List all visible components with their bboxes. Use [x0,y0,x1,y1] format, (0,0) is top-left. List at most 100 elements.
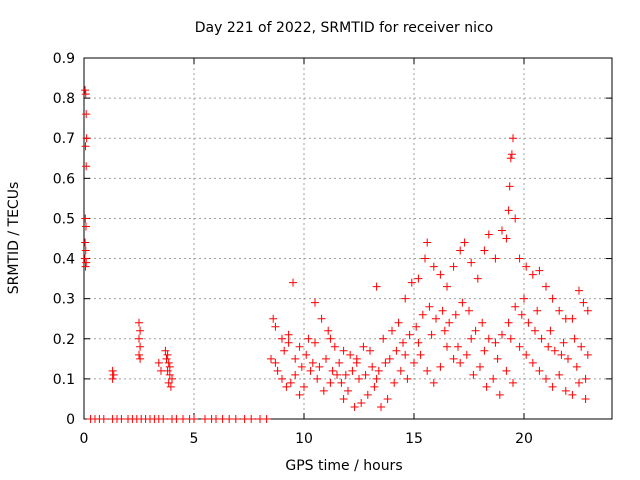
data-point [326,334,335,343]
data-point [495,390,504,399]
y-tick-label: 0.1 [53,372,75,388]
data-point [136,326,145,335]
data-point [166,382,175,391]
y-tick-labels: 0 0.1 0.2 0.3 0.4 0.5 0.6 0.7 0.8 0.9 [53,51,75,428]
data-point [333,370,341,379]
x-tick-label: 5 [190,431,199,447]
data-point [493,354,502,363]
data-point [583,306,592,315]
data-point [577,342,586,351]
data-point [401,294,410,303]
data-point [421,254,429,263]
x-tick-labels: 0 5 10 15 20 [80,431,533,447]
data-point [484,230,493,239]
data-point [82,162,91,171]
y-tick-label: 0.5 [53,211,75,227]
data-point [396,366,405,375]
data-point [267,354,275,363]
data-point [390,378,399,387]
data-point [108,366,117,375]
data-point [542,374,550,383]
data-point [438,306,447,315]
data-point [370,382,379,391]
data-point [427,330,436,339]
data-point [478,318,487,327]
data-points [80,86,592,423]
data-point [135,334,143,343]
data-point [531,326,539,335]
data-point [564,354,572,363]
data-point [449,354,458,363]
y-tick-label: 0.7 [53,131,75,147]
data-point [570,334,579,343]
data-point [476,362,484,371]
data-point [506,154,515,163]
data-point [80,254,89,263]
data-point [489,374,498,383]
plot-frame [83,57,613,420]
data-point [454,342,462,351]
x-tick-label: 10 [295,431,313,447]
data-point [304,334,313,343]
data-point [163,366,172,375]
data-point [456,246,465,255]
data-point [572,362,581,371]
data-point [372,374,381,383]
data-point [557,350,566,359]
data-point [445,318,454,327]
data-point [403,374,412,383]
data-point [429,262,438,271]
data-point [473,274,482,283]
data-point [550,346,559,355]
data-point [313,374,322,383]
x-tick-label: 0 [80,431,89,447]
data-point [535,366,544,375]
data-point [440,326,449,335]
data-point [449,262,458,271]
data-point [555,370,564,379]
data-point [317,314,326,323]
data-point [280,346,289,355]
data-point [284,330,293,339]
data-point [346,350,355,359]
data-point [507,150,516,159]
data-point [81,142,90,151]
data-point [575,286,583,295]
data-point [311,298,319,307]
y-tick-label: 0.2 [53,332,75,348]
data-point [546,326,555,335]
data-point [451,310,460,319]
data-point [286,378,295,387]
data-point [511,214,520,223]
data-point [308,358,317,367]
data-point [262,415,271,423]
data-point [392,346,401,355]
data-point [399,338,407,347]
data-point [81,86,90,95]
data-point [136,342,145,351]
data-point [544,342,553,351]
data-point [319,386,328,395]
data-point [515,342,524,351]
data-point [81,246,90,255]
data-point [469,370,478,379]
data-point [168,374,176,383]
data-point [81,238,90,247]
data-point [524,318,533,327]
data-point [81,214,90,223]
data-point [300,382,308,391]
data-point [522,262,531,271]
data-point [517,310,526,319]
data-point [425,302,434,311]
data-point [282,382,291,391]
data-point [381,358,390,367]
y-tick-label: 0.6 [53,171,75,187]
data-point [108,374,117,383]
data-point [322,354,330,363]
data-point [568,314,577,323]
data-point [388,326,396,335]
data-point [506,334,515,343]
data-point [136,354,145,363]
data-point [520,294,528,303]
data-point [575,378,583,387]
